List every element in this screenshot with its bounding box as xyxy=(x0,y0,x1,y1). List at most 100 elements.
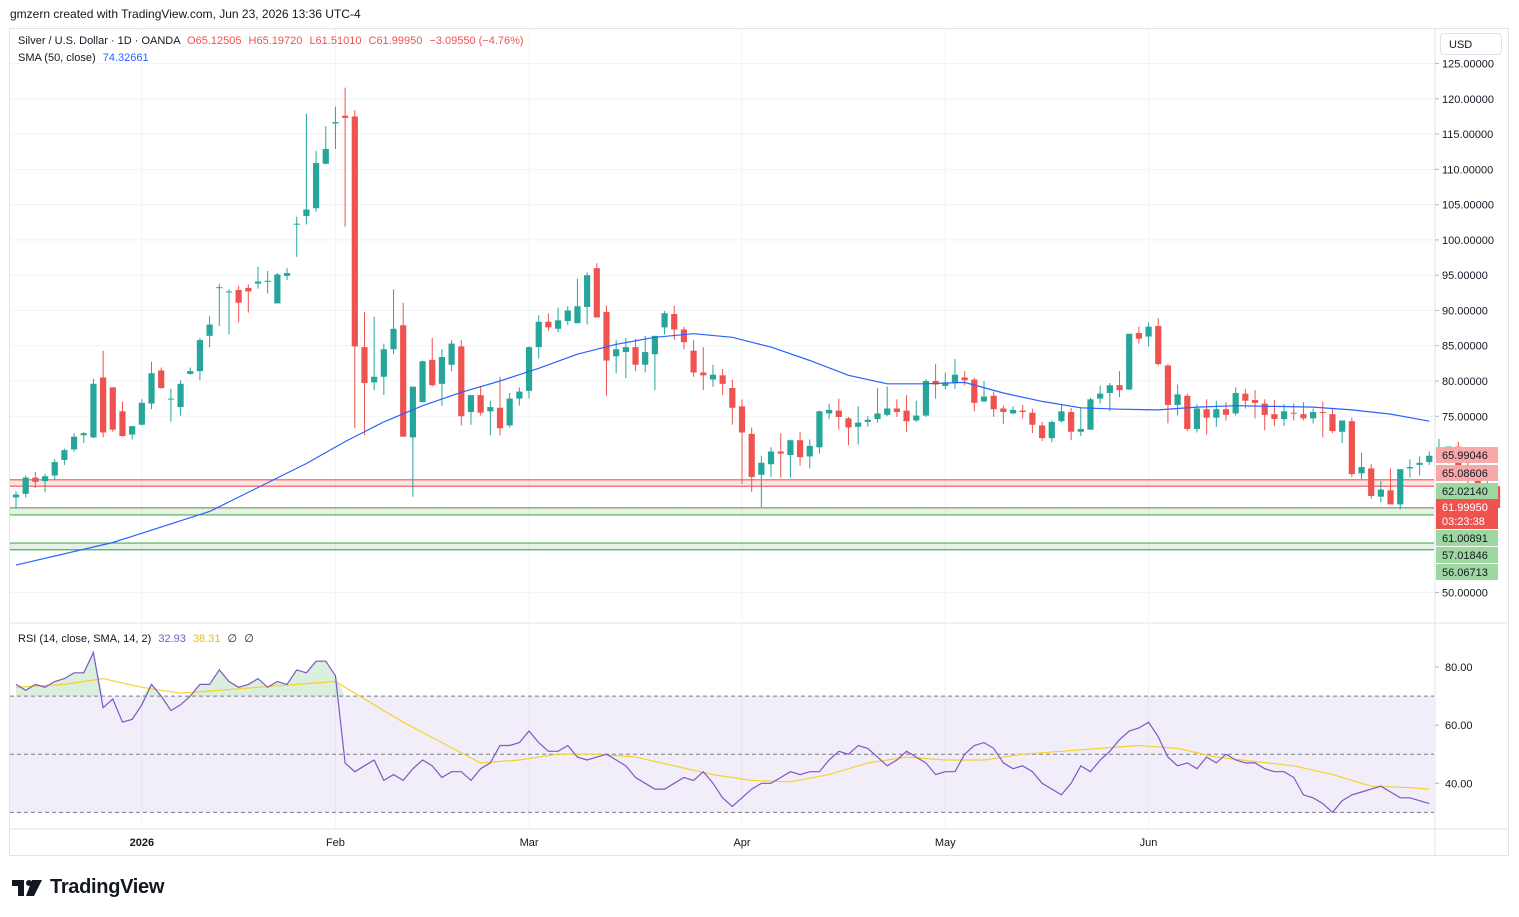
candle-up xyxy=(1232,392,1239,414)
candle-up xyxy=(806,445,813,457)
price-tick-label: 85.00000 xyxy=(1442,341,1488,353)
candle-down xyxy=(719,375,726,384)
candle-up xyxy=(1048,421,1055,439)
candle-down xyxy=(1368,468,1375,496)
candle-up xyxy=(438,357,446,384)
support-zone xyxy=(10,507,1434,515)
price-tick-label: 110.00000 xyxy=(1442,164,1493,176)
candle-up xyxy=(584,275,591,307)
candle-down xyxy=(342,115,349,118)
candle-down xyxy=(603,311,610,361)
candle-up xyxy=(1339,420,1346,432)
candle-up xyxy=(1145,326,1152,337)
candle-down xyxy=(1038,425,1046,439)
candle-down xyxy=(796,440,804,458)
rsi-tick-label: 40.00 xyxy=(1445,778,1473,790)
candle-up xyxy=(1077,428,1084,432)
tradingview-logo-text: TradingView xyxy=(50,876,165,898)
candle-up xyxy=(884,408,891,415)
candle-down xyxy=(1242,393,1249,401)
candle-down xyxy=(903,410,910,422)
candle-up xyxy=(41,476,49,482)
candle-down xyxy=(235,290,242,303)
candle-down xyxy=(961,377,968,381)
candle-down xyxy=(1135,333,1142,339)
candle-up xyxy=(1009,409,1017,414)
candle-up xyxy=(283,273,291,276)
candle-up xyxy=(332,122,339,124)
candle-down xyxy=(1029,412,1036,425)
candle-up xyxy=(516,391,523,399)
candle-up xyxy=(138,402,145,425)
change-value: −3.09550 (−4.76%) xyxy=(429,35,524,47)
candle-down xyxy=(1222,409,1230,415)
candle-up xyxy=(22,477,29,494)
candle-down xyxy=(845,418,852,428)
candle-up xyxy=(1213,409,1220,418)
time-tick-label: Jun xyxy=(1140,837,1158,849)
candle-down xyxy=(458,346,465,417)
candle-up xyxy=(709,374,717,380)
candle-up xyxy=(80,433,87,436)
candle-down xyxy=(593,268,600,318)
candle-down xyxy=(1164,365,1172,405)
candle-down xyxy=(729,388,736,408)
rsi-extra-2: ∅ xyxy=(244,633,254,645)
candle-up xyxy=(1106,385,1113,393)
candle-up xyxy=(1097,393,1104,399)
candle-up xyxy=(525,347,533,391)
candle-up xyxy=(564,310,571,322)
candle-up xyxy=(487,407,494,412)
candle-up xyxy=(535,321,542,348)
candle-down xyxy=(893,408,900,413)
candle-up xyxy=(467,395,475,413)
rsi-label: RSI (14, close, SMA, 14, 2) xyxy=(18,633,152,645)
time-tick-label: Apr xyxy=(733,837,750,849)
candle-down xyxy=(1184,395,1191,429)
candle-down xyxy=(671,313,678,330)
price-label-box xyxy=(1436,513,1498,529)
candle-down xyxy=(748,433,755,477)
time-tick-label: May xyxy=(935,837,956,849)
candle-down xyxy=(1261,403,1268,415)
candle-down xyxy=(1329,414,1336,432)
price-label-text: 65.99046 xyxy=(1442,450,1488,462)
candle-up xyxy=(642,352,649,365)
candle-down xyxy=(1068,412,1075,432)
candle-up xyxy=(787,440,794,456)
candle-up xyxy=(1377,489,1384,497)
candle-up xyxy=(177,383,184,408)
candle-up xyxy=(448,343,455,365)
high-value: H65.19720 xyxy=(248,35,303,47)
candle-down xyxy=(429,359,436,386)
candle-up xyxy=(90,383,97,438)
candle-up xyxy=(758,462,765,475)
candle-down xyxy=(545,321,552,328)
rsi-tick-label: 60.00 xyxy=(1445,720,1473,732)
price-label-box xyxy=(1436,499,1498,515)
symbol-name: Silver / U.S. Dollar · 1D · OANDA xyxy=(18,35,180,47)
candle-down xyxy=(990,395,997,410)
tradingview-logo[interactable]: TradingView xyxy=(12,876,164,899)
candle-down xyxy=(932,380,939,385)
candle-down xyxy=(690,350,697,373)
rsi-ma-value: 38.31 xyxy=(192,633,221,645)
price-tick-label: 95.00000 xyxy=(1442,270,1488,282)
candle-up xyxy=(767,451,775,465)
candle-up xyxy=(864,419,871,422)
price-label-box xyxy=(1436,564,1498,580)
candle-up xyxy=(312,163,320,209)
candle-down xyxy=(32,477,39,482)
candle-up xyxy=(303,209,310,216)
price-label-text: 61.99950 xyxy=(1442,502,1488,514)
candle-down xyxy=(1290,412,1297,414)
candle-down xyxy=(1271,414,1278,420)
candle-up xyxy=(61,450,68,460)
price-label-text: 03:23:38 xyxy=(1442,516,1485,528)
rsi-tick-label: 80.00 xyxy=(1445,662,1473,674)
price-label-box xyxy=(1436,547,1498,563)
candle-down xyxy=(1155,325,1162,365)
candle-up xyxy=(554,320,562,329)
currency-button[interactable]: USD xyxy=(1440,33,1502,55)
